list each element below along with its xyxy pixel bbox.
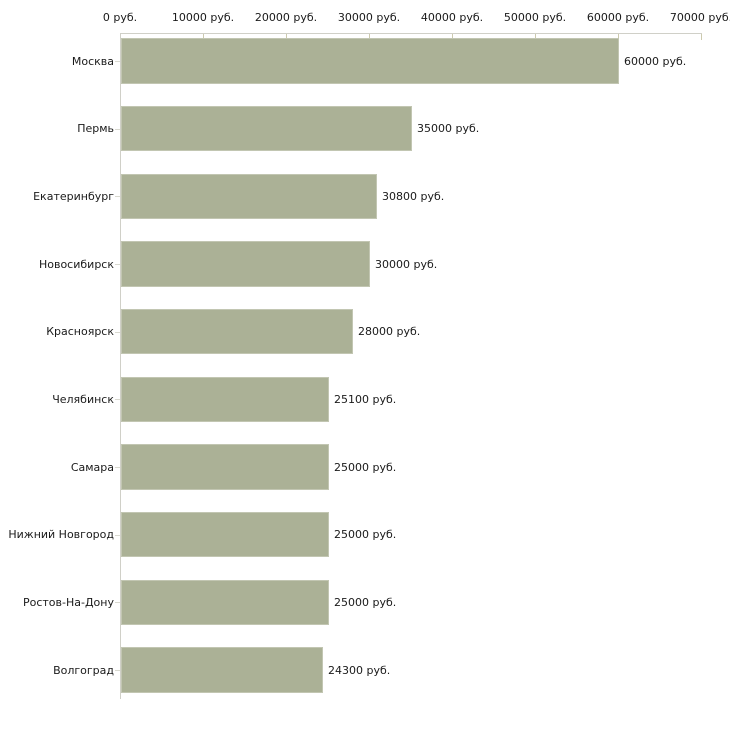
x-axis-tick-label: 20000 руб. bbox=[254, 11, 318, 24]
category-label: Челябинск bbox=[52, 392, 114, 406]
bar bbox=[121, 308, 353, 355]
category-tick-mark bbox=[115, 602, 120, 603]
category-label: Новосибирск bbox=[38, 257, 114, 271]
category-tick-mark bbox=[115, 61, 120, 62]
category-label: Ростов-На-Дону bbox=[22, 595, 114, 609]
value-label: 25000 руб. bbox=[334, 528, 397, 542]
bar bbox=[121, 376, 329, 423]
x-axis-tick-label: 60000 руб. bbox=[586, 11, 650, 24]
x-axis-tick-mark bbox=[701, 33, 702, 40]
category-label: Волгоград bbox=[53, 663, 114, 677]
category-label: Екатеринбург bbox=[33, 189, 114, 203]
bar bbox=[121, 444, 329, 490]
x-axis-tick-mark bbox=[535, 33, 536, 40]
x-axis-tick-label: 50000 руб. bbox=[503, 11, 567, 24]
value-label: 25000 руб. bbox=[334, 595, 397, 609]
x-axis-tick-mark bbox=[369, 33, 370, 40]
bar bbox=[121, 241, 370, 287]
category-tick-mark bbox=[115, 670, 120, 671]
x-axis-tick-mark bbox=[286, 33, 287, 40]
x-axis-line bbox=[120, 33, 702, 34]
bar bbox=[121, 511, 329, 558]
bar bbox=[121, 38, 619, 84]
value-label: 25000 руб. bbox=[334, 460, 397, 474]
bar bbox=[121, 647, 323, 693]
value-label: 35000 руб. bbox=[417, 122, 480, 136]
x-axis-tick-mark bbox=[618, 33, 619, 40]
y-axis-line bbox=[120, 33, 121, 699]
category-label: Красноярск bbox=[46, 325, 114, 339]
value-label: 60000 руб. bbox=[624, 54, 687, 68]
value-label: 28000 руб. bbox=[358, 325, 421, 339]
category-tick-mark bbox=[115, 399, 120, 400]
x-axis-tick-mark bbox=[203, 33, 204, 40]
category-tick-mark bbox=[115, 535, 120, 536]
value-label: 30000 руб. bbox=[375, 257, 438, 271]
category-tick-mark bbox=[115, 264, 120, 265]
category-tick-mark bbox=[115, 196, 120, 197]
x-axis-tick-label: 10000 руб. bbox=[171, 11, 235, 24]
category-tick-mark bbox=[115, 129, 120, 130]
category-label: Москва bbox=[71, 54, 114, 68]
bar bbox=[121, 173, 377, 220]
category-label: Нижний Новгород bbox=[8, 528, 114, 542]
bar bbox=[121, 105, 412, 152]
value-label: 30800 руб. bbox=[382, 189, 445, 203]
value-label: 25100 руб. bbox=[334, 392, 397, 406]
category-label: Пермь bbox=[77, 122, 114, 136]
bar bbox=[121, 579, 329, 626]
x-axis-tick-label: 30000 руб. bbox=[337, 11, 401, 24]
x-axis-tick-label: 40000 руб. bbox=[420, 11, 484, 24]
x-axis-tick-label: 70000 руб. bbox=[669, 11, 730, 24]
category-tick-mark bbox=[115, 467, 120, 468]
x-axis-tick-mark bbox=[452, 33, 453, 40]
x-axis-tick-label: 0 руб. bbox=[102, 11, 138, 24]
value-label: 24300 руб. bbox=[328, 663, 391, 677]
category-tick-mark bbox=[115, 332, 120, 333]
category-label: Самара bbox=[70, 460, 114, 474]
